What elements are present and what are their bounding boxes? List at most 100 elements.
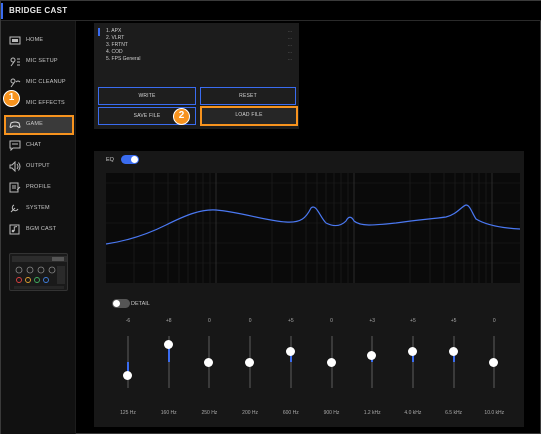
sidebar-item-label: CHAT (26, 142, 42, 148)
eq-band-slider-thumb[interactable] (489, 357, 499, 367)
device-image (9, 253, 68, 291)
eq-band: +5 4.0 kHz (393, 314, 433, 424)
eq-band-slider-fill (289, 351, 292, 362)
eq-band-gain: -6 (125, 318, 131, 324)
eq-band-frequency: 200 Hz (242, 410, 259, 416)
preset-menu[interactable]: ... (287, 28, 292, 34)
eq-band-slider-fill (127, 362, 129, 375)
app-title: BRIDGE CAST (9, 6, 68, 15)
eq-band-slider-thumb[interactable] (245, 357, 255, 367)
sidebar-item-label: PROFILE (26, 184, 51, 190)
eq-band-slider-track[interactable] (452, 336, 455, 388)
eq-label: EQ (106, 157, 114, 163)
eq-band-slider-thumb[interactable] (285, 346, 295, 356)
sidebar-item-profile[interactable]: PROFILE (4, 178, 74, 198)
preset-item[interactable]: 4. COD (106, 49, 123, 55)
eq-band: 0 900 Hz (312, 314, 352, 424)
toggle-knob (113, 300, 120, 307)
eq-band-frequency: 1.2 kHz (363, 410, 381, 416)
eq-band-slider-track[interactable] (411, 336, 414, 388)
eq-band: +3 1.2 kHz (352, 314, 392, 424)
eq-band: +5 600 Hz (271, 314, 311, 424)
speaker-icon (9, 161, 21, 172)
preset-selected-indicator (98, 28, 100, 36)
preset-list[interactable]: 1. APX ... 2. VLRT ... 3. FRTNT ... 4. C… (98, 27, 294, 67)
sidebar-item-chat[interactable]: CHAT (4, 136, 74, 156)
preset-menu[interactable]: ... (287, 42, 292, 48)
eq-band: 0 200 Hz (230, 314, 270, 424)
sidebar-item-label: MIC CLEANUP (26, 79, 66, 85)
eq-curve-graph (105, 173, 521, 283)
eq-band-slider-thumb[interactable] (448, 346, 458, 356)
load-file-button[interactable]: LOAD FILE (200, 106, 298, 126)
callout-badge-1: 1 (3, 90, 20, 107)
eq-band-gain: +8 (165, 318, 172, 324)
eq-band-slider-track[interactable] (167, 336, 170, 388)
eq-band-gain: +5 (287, 318, 294, 324)
sidebar-item-bgm-cast[interactable]: BGM CAST (4, 220, 74, 240)
eq-band-slider-thumb[interactable] (123, 370, 132, 380)
eq-band-slider-track[interactable] (289, 336, 292, 388)
preset-item[interactable]: 5. FPS General (106, 56, 141, 62)
preset-item[interactable]: 1. APX (106, 28, 122, 34)
eq-response-curve (105, 204, 521, 245)
sidebar-item-label: SYSTEM (26, 205, 50, 211)
eq-band-frequency: 160 Hz (160, 410, 177, 416)
eq-band-slider-thumb[interactable] (326, 357, 336, 367)
eq-band-gain: +5 (450, 318, 457, 324)
sidebar-item-mic-cleanup[interactable]: MIC CLEANUP (4, 73, 74, 93)
eq-band-slider-fill (411, 351, 414, 362)
eq-band-frequency: 250 Hz (201, 410, 218, 416)
profile-icon (9, 182, 21, 193)
eq-band-gain: 0 (208, 318, 211, 324)
eq-band-frequency: 4.0 kHz (404, 410, 422, 416)
write-button[interactable]: WRITE (98, 87, 196, 105)
eq-band-gain: 0 (248, 318, 252, 324)
eq-band: +8 160 Hz (149, 314, 189, 424)
detail-toggle[interactable] (112, 299, 130, 308)
eq-band: +5 6.5 kHz (434, 314, 474, 424)
eq-band-frequency: 125 Hz (120, 410, 136, 416)
eq-band-frequency: 6.5 kHz (445, 410, 463, 416)
sidebar-item-label: HOME (26, 37, 44, 43)
eq-band-slider-track[interactable] (371, 336, 374, 388)
music-icon (9, 224, 20, 235)
sidebar-item-output[interactable]: OUTPUT (4, 157, 74, 177)
sidebar-item-label: MIC EFFECTS (26, 100, 65, 106)
eq-band-frequency: 10.0 kHz (484, 410, 505, 416)
eq-band-frequency: 600 Hz (282, 410, 299, 416)
eq-graph (105, 173, 521, 283)
eq-band-slider-thumb[interactable] (407, 346, 417, 356)
gamepad-icon (9, 121, 21, 128)
eq-band-slider-fill (452, 351, 455, 362)
sidebar-item-system[interactable]: SYSTEM (4, 199, 74, 219)
preset-item[interactable]: 2. VLRT (106, 35, 125, 41)
eq-band-gain: +5 (410, 318, 416, 324)
eq-band: 0 10.0 kHz (474, 314, 514, 424)
eq-band-slider-thumb[interactable] (163, 340, 173, 350)
sidebar: HOME MIC SETUP MIC CLEANUP MIC EFFECTS G… (1, 21, 76, 434)
callout-badge-2: 2 (173, 108, 190, 125)
sidebar-item-home[interactable]: HOME (4, 31, 74, 51)
chat-icon (9, 140, 21, 151)
save-file-button[interactable]: SAVE FILE (98, 107, 196, 125)
preset-menu[interactable]: ... (287, 49, 292, 55)
eq-band: -6 125 Hz (108, 314, 148, 424)
sidebar-item-game[interactable]: GAME (4, 115, 74, 135)
sidebar-item-label: OUTPUT (26, 163, 50, 169)
eq-band: 0 250 Hz (189, 314, 229, 424)
eq-band-slider-thumb[interactable] (367, 351, 377, 360)
title-bar: BRIDGE CAST (1, 1, 541, 21)
eq-band-slider-thumb[interactable] (204, 357, 214, 367)
eq-band-gain: +3 (369, 318, 376, 324)
eq-toggle[interactable] (121, 155, 139, 164)
preset-panel: 1. APX ... 2. VLRT ... 3. FRTNT ... 4. C… (94, 23, 299, 129)
preset-item[interactable]: 3. FRTNT (106, 42, 128, 48)
reset-button[interactable]: RESET (200, 87, 296, 105)
preset-menu[interactable]: ... (287, 35, 292, 41)
preset-menu[interactable]: ... (287, 56, 292, 62)
sidebar-item-mic-setup[interactable]: MIC SETUP (4, 52, 74, 72)
toggle-knob (131, 156, 138, 163)
home-icon (9, 36, 21, 45)
